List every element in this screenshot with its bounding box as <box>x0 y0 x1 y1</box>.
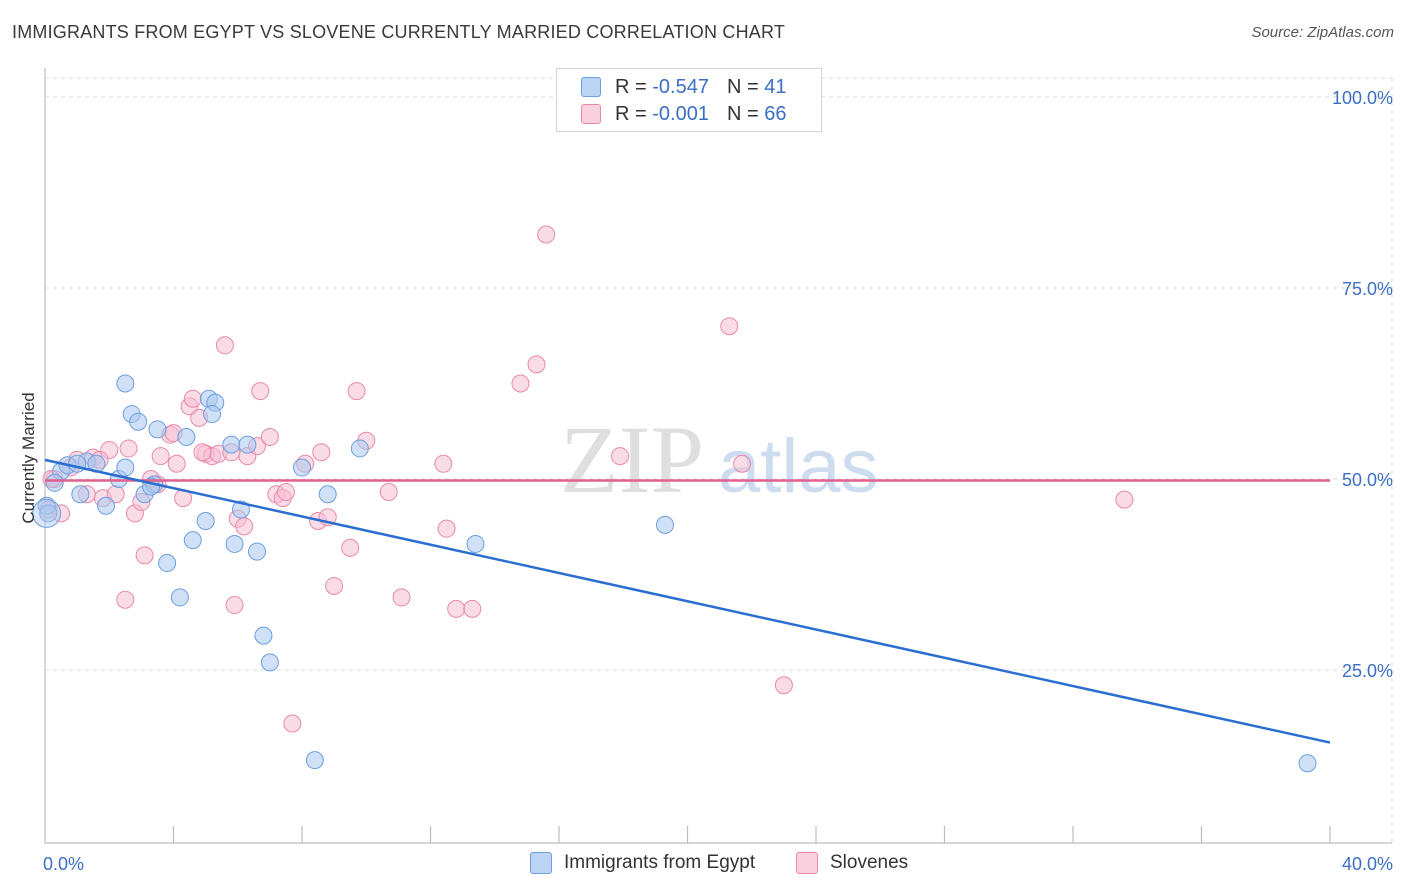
bottom-legend-egypt: Immigrants from Egypt <box>530 852 755 874</box>
slovenes-point <box>116 590 135 609</box>
trend-lines <box>44 458 1331 744</box>
egypt-point <box>248 542 267 561</box>
slovenes-point <box>225 596 244 615</box>
slovenes-point <box>119 439 138 458</box>
legend-r-value-egypt: -0.547 <box>652 75 709 98</box>
axis-labels: 25.0% 50.0% 75.0% 100.0% 0.0% 40.0% Currently … <box>19 88 1393 874</box>
egypt-point <box>116 374 135 393</box>
bottom-legend-swatch-egypt <box>530 852 552 874</box>
slovenes-point <box>276 482 295 501</box>
egypt-point-large <box>32 498 62 528</box>
slovenes-point <box>437 519 456 538</box>
egypt-point <box>71 485 90 504</box>
slovenes-point <box>260 427 279 446</box>
egypt-point <box>68 454 87 473</box>
slovenes-point <box>392 588 411 607</box>
y-tick-label: 75.0% <box>1342 279 1393 299</box>
slovenes-point <box>341 538 360 557</box>
slovenes-point <box>151 447 170 466</box>
egypt-point <box>293 458 311 477</box>
egypt-point <box>45 473 64 492</box>
legend-n-value-slovenes: 66 <box>764 102 787 125</box>
egypt-point <box>254 626 273 645</box>
egypt-point <box>656 515 675 534</box>
slovenes-point <box>235 517 254 536</box>
slovenes-point <box>167 454 186 473</box>
slovenes-point <box>511 374 530 393</box>
legend-swatch-slovenes <box>581 104 601 124</box>
slovenes-point <box>193 443 212 462</box>
egypt-point <box>196 512 215 531</box>
egypt-point <box>466 534 485 553</box>
source-label: Source: ZipAtlas.com <box>1251 24 1394 41</box>
slovenes-point <box>611 447 630 466</box>
slovenes-point <box>463 599 482 618</box>
watermark-zip: ZIP <box>560 406 704 513</box>
egypt-point <box>148 420 167 439</box>
egypt-point <box>97 496 116 515</box>
egypt-point <box>225 534 244 553</box>
legend-n-label: N = <box>726 75 759 98</box>
egypt-point <box>39 504 58 523</box>
legend-r-label: R = <box>615 102 647 125</box>
slovenes-point <box>733 454 752 473</box>
legend-row-slovenes: R = -0.001 N = 66 <box>581 101 786 127</box>
egypt-point <box>305 751 324 770</box>
egypt-point <box>129 412 148 431</box>
slovenes-point <box>447 599 466 618</box>
slovenes-point <box>135 546 154 565</box>
egypt-point <box>177 427 196 446</box>
bottom-legend-label-egypt: Immigrants from Egypt <box>564 852 756 873</box>
egypt-point <box>238 435 257 454</box>
egypt-point <box>203 405 222 424</box>
slovenes-point <box>774 676 793 695</box>
legend-n-label: N = <box>726 102 759 125</box>
x-tick-label-max: 40.0% <box>1342 854 1393 874</box>
legend-r-label: R = <box>615 75 647 98</box>
chart-title: IMMIGRANTS FROM EGYPT VS SLOVENE CURRENT… <box>12 22 786 42</box>
egypt-point <box>260 653 279 672</box>
legend-r-value-slovenes: -0.001 <box>652 102 709 125</box>
slovenes-point <box>1115 490 1134 509</box>
legend-row-egypt: R = -0.547 N = 41 <box>581 74 786 100</box>
egypt-point <box>222 435 241 454</box>
egypt-point <box>318 485 337 504</box>
slovenes-point <box>215 336 234 355</box>
egypt-point <box>183 531 202 550</box>
y-tick-label: 25.0% <box>1342 661 1393 681</box>
slovenes-point <box>251 382 270 401</box>
egypt-point <box>158 554 177 573</box>
egypt-point <box>231 500 250 519</box>
bottom-legend-slovenes: Slovenes <box>796 852 908 874</box>
slovenes-point <box>379 482 398 501</box>
egypt-trend-line <box>44 458 1331 744</box>
slovenes-point <box>283 714 302 733</box>
slovenes-point <box>720 317 739 336</box>
y-tick-label: 50.0% <box>1342 470 1393 490</box>
y-axis-title: Currently Married <box>19 392 38 523</box>
bottom-legend-label-slovenes: Slovenes <box>830 852 909 873</box>
slovenes-point <box>537 225 556 244</box>
egypt-point <box>350 439 369 458</box>
watermark: ZIP atlas <box>560 406 879 513</box>
egypt-point <box>1298 754 1317 773</box>
egypt-point <box>170 588 189 607</box>
egypt-point <box>116 458 135 477</box>
legend-n-value-egypt: 41 <box>764 75 787 98</box>
slovenes-point <box>312 443 331 462</box>
y-tick-label: 100.0% <box>1332 88 1393 108</box>
slovenes-point <box>347 382 366 401</box>
axes <box>44 68 1392 844</box>
correlation-legend: R = -0.547 N = 41 R = -0.001 N = 66 <box>556 68 822 132</box>
slovenes-point <box>183 389 202 408</box>
bottom-legend-swatch-slovenes <box>796 852 818 874</box>
slovenes-point <box>434 454 453 473</box>
x-tick-label-min: 0.0% <box>43 854 84 874</box>
legend-swatch-egypt <box>581 77 601 97</box>
slovenes-point <box>325 576 344 595</box>
slovenes-point <box>527 355 546 374</box>
